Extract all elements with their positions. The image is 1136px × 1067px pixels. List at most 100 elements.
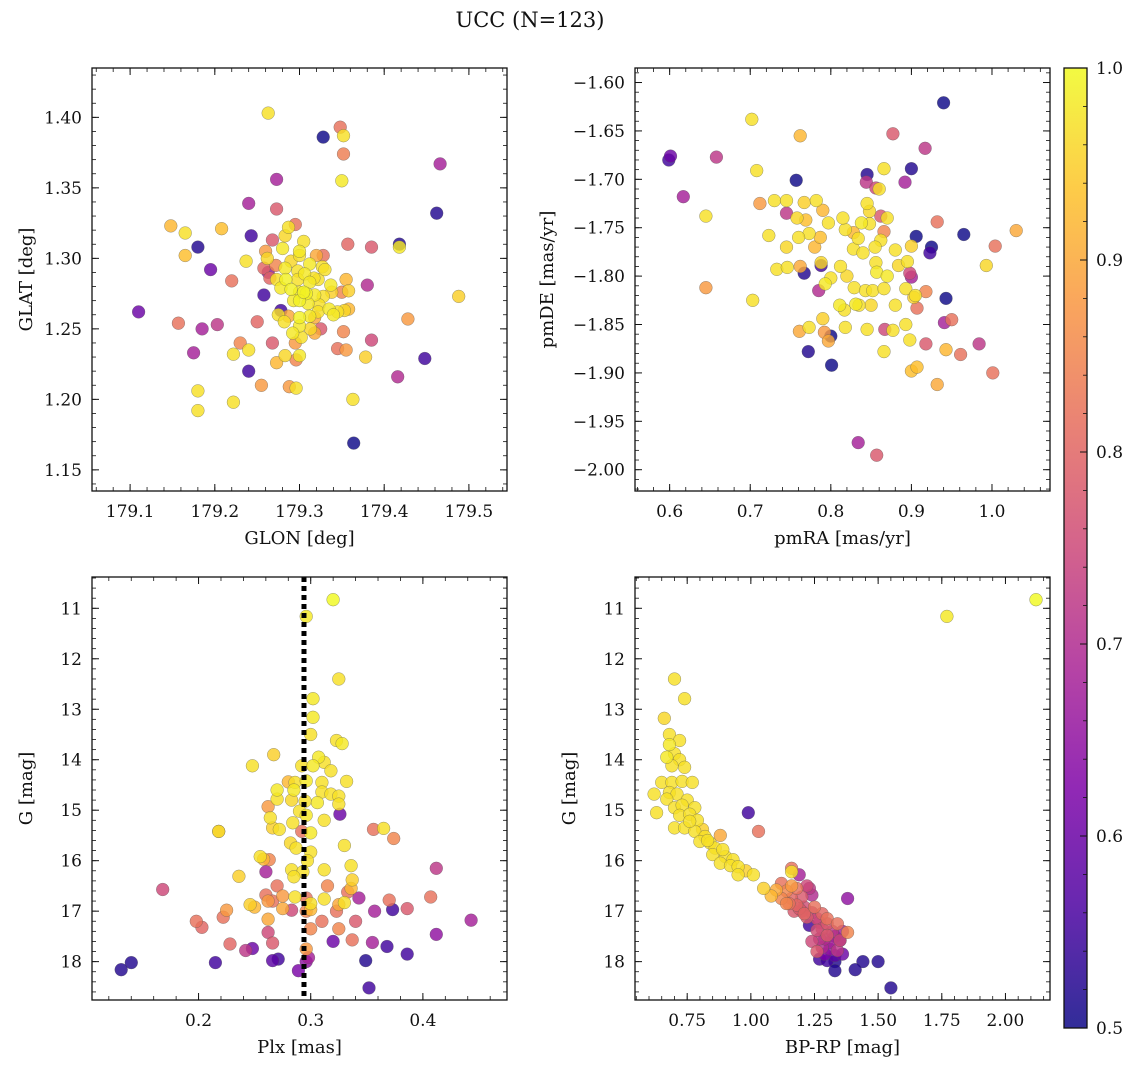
scatter-point — [886, 323, 900, 337]
scatter-point — [178, 248, 192, 263]
scatter-point — [189, 914, 203, 928]
y-tick-label: 18 — [603, 953, 625, 973]
scatter-point — [287, 783, 301, 797]
scatter-point — [877, 282, 891, 296]
x-tick-label: 179.2 — [190, 502, 239, 522]
scatter-points — [131, 106, 466, 450]
scatter-point — [716, 842, 730, 857]
scatter-point — [647, 787, 661, 801]
scatter-point — [226, 395, 241, 409]
scatter-point — [801, 344, 815, 359]
scatter-point — [317, 863, 331, 877]
scatter-point — [317, 892, 331, 906]
scatter-point — [269, 172, 284, 187]
scatter-point — [877, 162, 891, 176]
scatter-point — [836, 211, 850, 225]
scatter-point — [289, 381, 303, 395]
scatter-point — [243, 897, 257, 912]
scatter-point — [348, 914, 363, 928]
scatter-point — [239, 254, 253, 268]
scatter-point — [860, 196, 874, 211]
scatter-point — [660, 750, 674, 764]
scatter-point — [888, 298, 902, 312]
y-tick-label: −1.60 — [573, 74, 625, 94]
scatter-point — [359, 953, 373, 968]
scatter-point — [239, 943, 253, 958]
scatter-point — [464, 913, 478, 927]
plot-frame — [91, 576, 508, 1001]
scatter-point — [326, 308, 341, 322]
scatter-point — [242, 196, 256, 211]
scatter-point — [332, 922, 346, 936]
scatter-point — [877, 344, 891, 359]
scatter-point — [899, 317, 913, 332]
scatter-point — [657, 711, 671, 725]
scatter-point — [250, 315, 264, 329]
scatter-point — [270, 783, 284, 797]
scatter-point — [225, 274, 239, 288]
y-axis-label: pmDE [mas/yr] — [537, 211, 558, 349]
scatter-point — [779, 193, 794, 208]
scatter-point — [866, 283, 880, 298]
scatter-point — [400, 947, 414, 961]
scatter-point — [326, 934, 340, 949]
scatter-point — [261, 912, 275, 926]
scatter-point — [336, 129, 351, 143]
scatter-point — [713, 828, 727, 843]
scatter-points — [647, 593, 1043, 995]
y-tick-label: 11 — [603, 599, 625, 619]
scatter-point — [364, 333, 379, 347]
y-tick-label: 1.30 — [44, 249, 82, 269]
scatter-point — [888, 243, 902, 257]
scatter-point — [430, 206, 444, 220]
scatter-point — [903, 266, 917, 280]
scatter-point — [269, 202, 284, 216]
colorbar: 0.5 0.6 0.7 0.8 0.9 1.0 — [1063, 59, 1123, 1039]
scatter-point — [288, 890, 302, 904]
x-tick-label: 179.4 — [360, 502, 409, 522]
y-tick-label: 16 — [603, 852, 625, 872]
scatter-point — [324, 278, 338, 292]
scatter-point — [700, 833, 715, 848]
scatter-point — [284, 282, 298, 297]
scatter-point — [930, 215, 944, 229]
scatter-point — [339, 774, 354, 789]
scatter-point — [741, 806, 755, 820]
colorbar-tick-label: 0.5 — [1096, 1019, 1123, 1039]
scatter-point — [809, 193, 823, 208]
scatter-point — [660, 792, 674, 806]
scatter-point — [341, 237, 355, 251]
scatter-point — [346, 392, 360, 407]
scatter-point — [791, 230, 806, 245]
scatter-point — [114, 963, 128, 977]
scatter-point — [360, 278, 374, 292]
scatter-point — [986, 366, 1000, 380]
scatter-point — [820, 928, 834, 943]
x-tick-label: 1.0 — [978, 502, 1005, 522]
scatter-point — [212, 824, 226, 839]
scatter-point — [265, 233, 280, 247]
scatter-point — [433, 157, 447, 171]
scatter-point — [242, 343, 256, 357]
y-tick-label: −1.90 — [573, 364, 625, 384]
scatter-point — [784, 865, 799, 879]
scatter-point — [191, 240, 205, 254]
scatter-point — [156, 882, 170, 897]
y-tick-label: 16 — [60, 852, 82, 872]
scatter-point — [904, 239, 919, 253]
x-axis-label: Plx [mas] — [257, 1037, 342, 1058]
scatter-point — [813, 230, 827, 245]
x-tick-label: 0.8 — [817, 502, 844, 522]
scatter-point — [868, 240, 882, 254]
scatter-point — [336, 147, 351, 161]
scatter-point — [870, 448, 884, 462]
scatter-point — [265, 936, 280, 950]
y-tick-label: 17 — [603, 902, 625, 922]
scatter-point — [821, 334, 836, 348]
scatter-point — [699, 209, 713, 223]
scatter-point — [899, 282, 913, 296]
scatter-point — [833, 298, 847, 312]
scatter-point — [753, 196, 767, 211]
scatter-point — [851, 435, 865, 450]
panel-glon-glat: 179.1 179.2 179.3 179.4 179.5 1.15 1.20 1.25 1.3… — [16, 67, 508, 549]
